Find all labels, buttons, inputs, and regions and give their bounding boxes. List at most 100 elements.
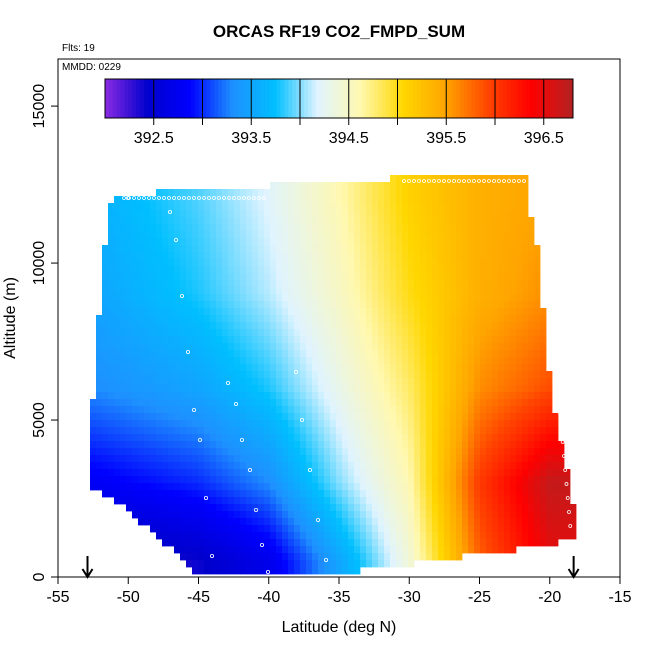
field-cell bbox=[462, 203, 469, 211]
field-cell bbox=[528, 322, 535, 330]
field-cell bbox=[438, 371, 445, 379]
field-cell bbox=[516, 483, 523, 491]
field-cell bbox=[312, 532, 319, 540]
field-cell bbox=[390, 210, 397, 218]
colorbar-swatch bbox=[105, 79, 110, 118]
field-cell bbox=[126, 420, 133, 428]
field-cell bbox=[336, 483, 343, 491]
field-cell bbox=[396, 364, 403, 372]
field-cell bbox=[504, 476, 511, 484]
field-cell bbox=[378, 448, 385, 456]
field-cell bbox=[192, 476, 199, 484]
field-cell bbox=[528, 294, 535, 302]
field-cell bbox=[342, 518, 349, 526]
field-cell bbox=[174, 189, 181, 197]
field-cell bbox=[144, 224, 151, 232]
field-cell bbox=[408, 245, 415, 253]
field-cell bbox=[174, 539, 181, 547]
field-cell bbox=[264, 203, 271, 211]
field-cell bbox=[210, 252, 217, 260]
field-cell bbox=[186, 553, 193, 561]
field-cell bbox=[396, 301, 403, 309]
field-cell bbox=[300, 539, 307, 547]
track-point bbox=[477, 179, 481, 183]
field-cell bbox=[192, 413, 199, 421]
field-cell bbox=[450, 413, 457, 421]
colorbar-tick-label: 394.5 bbox=[329, 130, 369, 147]
field-cell bbox=[498, 196, 505, 204]
field-cell bbox=[378, 210, 385, 218]
field-cell bbox=[324, 189, 331, 197]
colorbar-swatch bbox=[132, 79, 137, 118]
field-cell bbox=[486, 357, 493, 365]
field-cell bbox=[402, 469, 409, 477]
field-cell bbox=[408, 294, 415, 302]
field-cell bbox=[372, 231, 379, 239]
field-cell bbox=[240, 567, 247, 575]
track-point bbox=[167, 209, 172, 214]
field-cell bbox=[252, 252, 259, 260]
field-cell bbox=[426, 504, 433, 512]
field-cell bbox=[174, 343, 181, 351]
field-cell bbox=[342, 315, 349, 323]
field-cell bbox=[246, 532, 253, 540]
field-cell bbox=[426, 196, 433, 204]
field-cell bbox=[468, 315, 475, 323]
field-cell bbox=[408, 329, 415, 337]
field-cell bbox=[432, 217, 439, 225]
field-cell bbox=[420, 371, 427, 379]
field-cell bbox=[540, 371, 547, 379]
field-cell bbox=[360, 266, 367, 274]
colorbar-swatch bbox=[194, 79, 200, 118]
field-cell bbox=[330, 399, 337, 407]
field-cell bbox=[522, 217, 529, 225]
field-cell bbox=[450, 511, 457, 519]
field-cell bbox=[192, 504, 199, 512]
field-cell bbox=[174, 315, 181, 323]
field-cell bbox=[144, 364, 151, 372]
field-cell bbox=[264, 252, 271, 260]
field-cell bbox=[492, 266, 499, 274]
field-cell bbox=[498, 455, 505, 463]
field-cell bbox=[528, 259, 535, 267]
field-cell bbox=[186, 364, 193, 372]
field-cell bbox=[318, 189, 325, 197]
field-cell bbox=[150, 273, 157, 281]
field-cell bbox=[384, 252, 391, 260]
field-cell bbox=[282, 553, 289, 561]
colorbar-swatch bbox=[498, 79, 504, 118]
field-cell bbox=[372, 196, 379, 204]
field-cell bbox=[144, 469, 151, 477]
field-cell bbox=[354, 560, 361, 568]
field-cell bbox=[294, 497, 301, 505]
colorbar-swatch bbox=[362, 79, 367, 118]
field-cell bbox=[132, 336, 139, 344]
field-cell bbox=[234, 287, 241, 295]
field-cell bbox=[438, 350, 445, 358]
field-cell bbox=[108, 371, 115, 379]
field-cell bbox=[366, 182, 373, 190]
field-cell bbox=[180, 518, 187, 526]
field-cell bbox=[120, 420, 127, 428]
field-cell bbox=[516, 217, 523, 225]
field-cell bbox=[192, 224, 199, 232]
field-cell bbox=[312, 287, 319, 295]
field-cell bbox=[216, 553, 223, 561]
field-cell bbox=[366, 546, 373, 554]
field-cell bbox=[228, 357, 235, 365]
field-cell bbox=[270, 469, 277, 477]
field-cell bbox=[336, 287, 343, 295]
field-cell bbox=[456, 259, 463, 267]
field-cell bbox=[300, 252, 307, 260]
field-cell bbox=[510, 280, 517, 288]
field-cell bbox=[252, 287, 259, 295]
field-cell bbox=[198, 490, 205, 498]
field-cell bbox=[540, 532, 547, 540]
field-cell bbox=[486, 210, 493, 218]
track-point bbox=[265, 570, 270, 575]
field-cell bbox=[258, 434, 265, 442]
field-cell bbox=[228, 546, 235, 554]
field-cell bbox=[240, 399, 247, 407]
field-cell bbox=[294, 301, 301, 309]
field-cell bbox=[336, 196, 343, 204]
